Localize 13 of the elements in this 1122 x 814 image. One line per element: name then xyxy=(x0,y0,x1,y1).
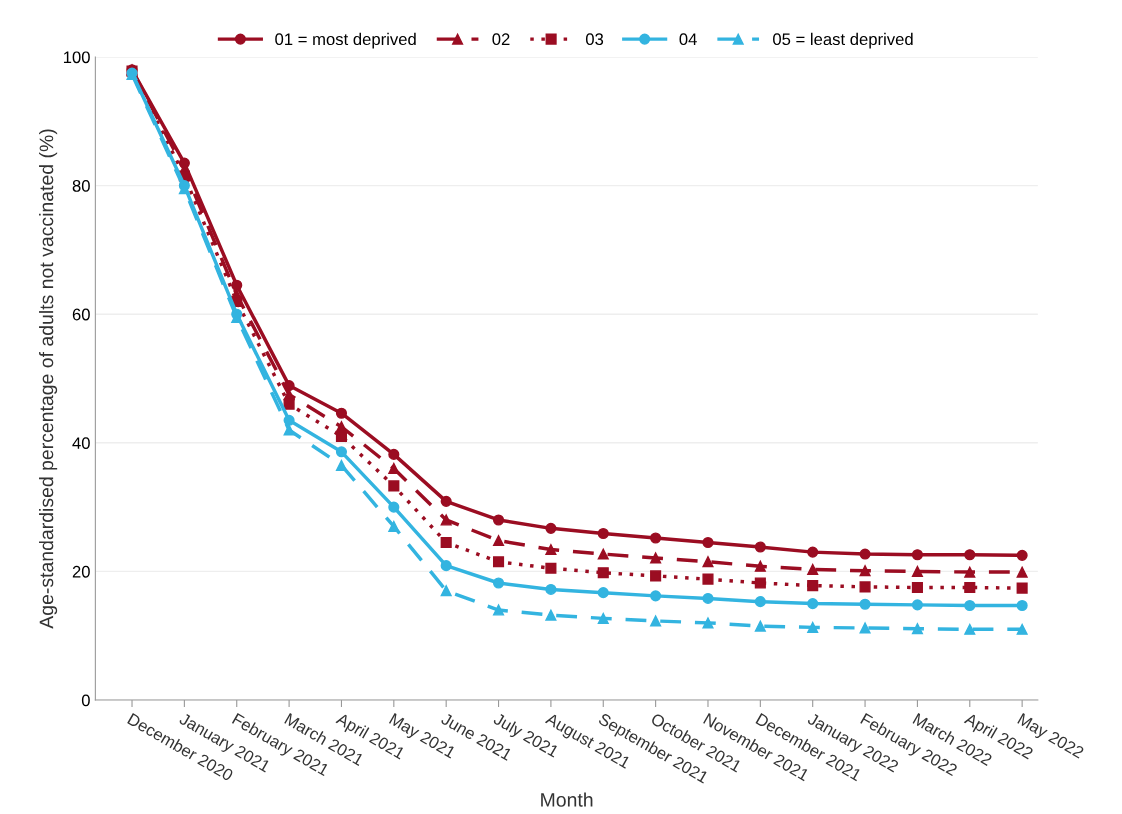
legend-label: 01 = most deprived xyxy=(275,32,416,49)
y-axis-title: Age-standardised percentage of adults not vaccinated (%) xyxy=(39,129,58,629)
y-tick-label: 40 xyxy=(72,437,90,450)
legend-label: 03 xyxy=(585,33,604,46)
legend-label: 02 xyxy=(492,33,510,46)
legend-label: 04 xyxy=(679,33,697,46)
y-tick-label: 60 xyxy=(72,308,90,321)
y-tick-label: 0 xyxy=(81,694,90,707)
y-tick-label: 100 xyxy=(63,51,90,64)
x-axis-title: Month xyxy=(541,792,593,807)
legend-label: 05 = least deprived xyxy=(773,32,913,49)
y-tick-label: 80 xyxy=(72,179,90,192)
y-tick-label: 20 xyxy=(72,565,90,578)
